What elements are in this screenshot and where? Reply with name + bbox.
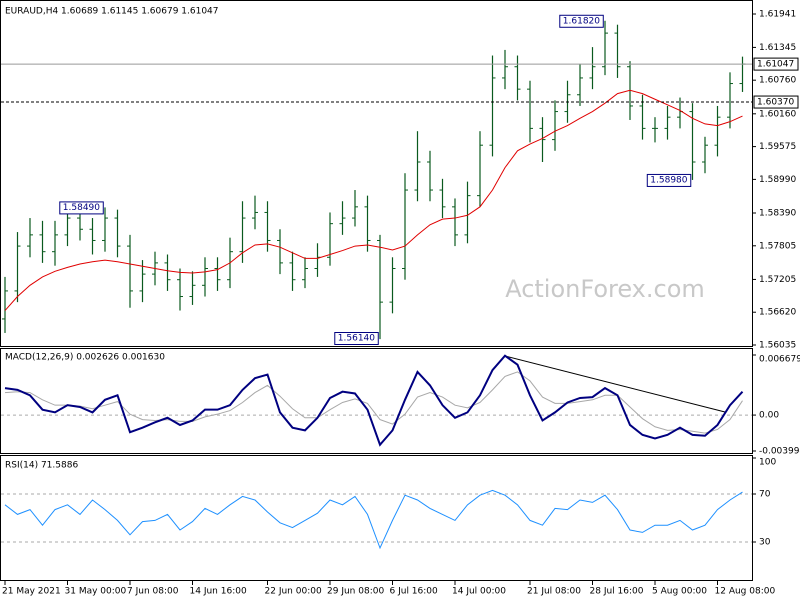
price-label-box xyxy=(753,95,799,109)
price-label-box xyxy=(753,57,799,71)
x-tick-label: 22 Jun 00:00 xyxy=(265,587,322,597)
annotation-label: 1.58490 xyxy=(63,203,100,213)
annotation-label: 1.58980 xyxy=(650,175,687,185)
y-tick-label: 1.59575 xyxy=(759,142,796,152)
macd-panel xyxy=(0,348,753,454)
annotation-box xyxy=(646,173,692,187)
y-tick-label: 100 xyxy=(759,458,776,468)
y-tick-label: 1.60160 xyxy=(759,109,796,119)
y-tick-label: 1.56035 xyxy=(759,341,796,351)
macd-title: MACD(12,26,9) 0.002626 0.001630 xyxy=(5,353,165,363)
rsi-panel xyxy=(0,455,753,581)
x-tick-label: 31 May 00:00 xyxy=(65,587,127,597)
series-line xyxy=(4,489,743,550)
annotation-box xyxy=(334,332,379,345)
x-tick-label: 14 Jul 00:00 xyxy=(452,587,506,597)
y-tick-label: 1.61345 xyxy=(759,43,796,53)
y-tick-label: 1.58990 xyxy=(759,175,796,185)
y-tick-label: 1.57805 xyxy=(759,241,796,251)
x-tick-label: 29 Jun 08:00 xyxy=(327,587,384,597)
y-tick-label: 1.60760 xyxy=(759,76,796,86)
x-tick-label: 7 Jun 08:00 xyxy=(127,587,179,597)
x-tick-label: 14 Jun 16:00 xyxy=(190,587,247,597)
y-tick-label: 1.61941 xyxy=(759,9,796,19)
trend-line xyxy=(504,355,726,413)
y-tick-label: 1.58390 xyxy=(759,209,796,219)
y-tick-label: 70 xyxy=(759,490,771,500)
annotation-label: 1.56140 xyxy=(338,334,375,344)
annotation-box xyxy=(559,14,604,28)
x-tick-label: 21 Jul 08:00 xyxy=(527,587,581,597)
x-tick-label: 5 Aug 00:00 xyxy=(652,587,707,597)
y-tick-label: 0.00 xyxy=(759,411,779,421)
y-tick-label: -0.003994 xyxy=(759,447,800,457)
price-panel xyxy=(0,0,753,347)
x-tick-label: 6 Jul 16:00 xyxy=(390,587,439,597)
x-tick-label: 12 Aug 08:00 xyxy=(715,587,776,597)
x-tick-label: 21 May 2021 xyxy=(2,587,61,597)
chart-title: EURAUD,H4 1.60689 1.61145 1.60679 1.6104… xyxy=(5,7,219,17)
rsi-title: RSI(14) 71.5886 xyxy=(5,461,78,471)
y-tick-label: 1.57205 xyxy=(759,275,796,285)
series-line xyxy=(4,371,743,434)
y-tick-label: 30 xyxy=(759,538,771,548)
y-tick-label: 0.006679 xyxy=(759,355,800,365)
price-label: 1.60370 xyxy=(757,98,794,108)
moving-average xyxy=(4,89,743,311)
series-line xyxy=(4,354,744,447)
watermark: ActionForex.com xyxy=(505,275,705,303)
price-label: 1.61047 xyxy=(757,60,794,70)
x-tick-label: 28 Jul 16:00 xyxy=(590,587,644,597)
annotation-label: 1.61820 xyxy=(563,16,600,26)
y-tick-label: 1.56620 xyxy=(759,308,796,318)
annotation-box xyxy=(59,201,104,215)
